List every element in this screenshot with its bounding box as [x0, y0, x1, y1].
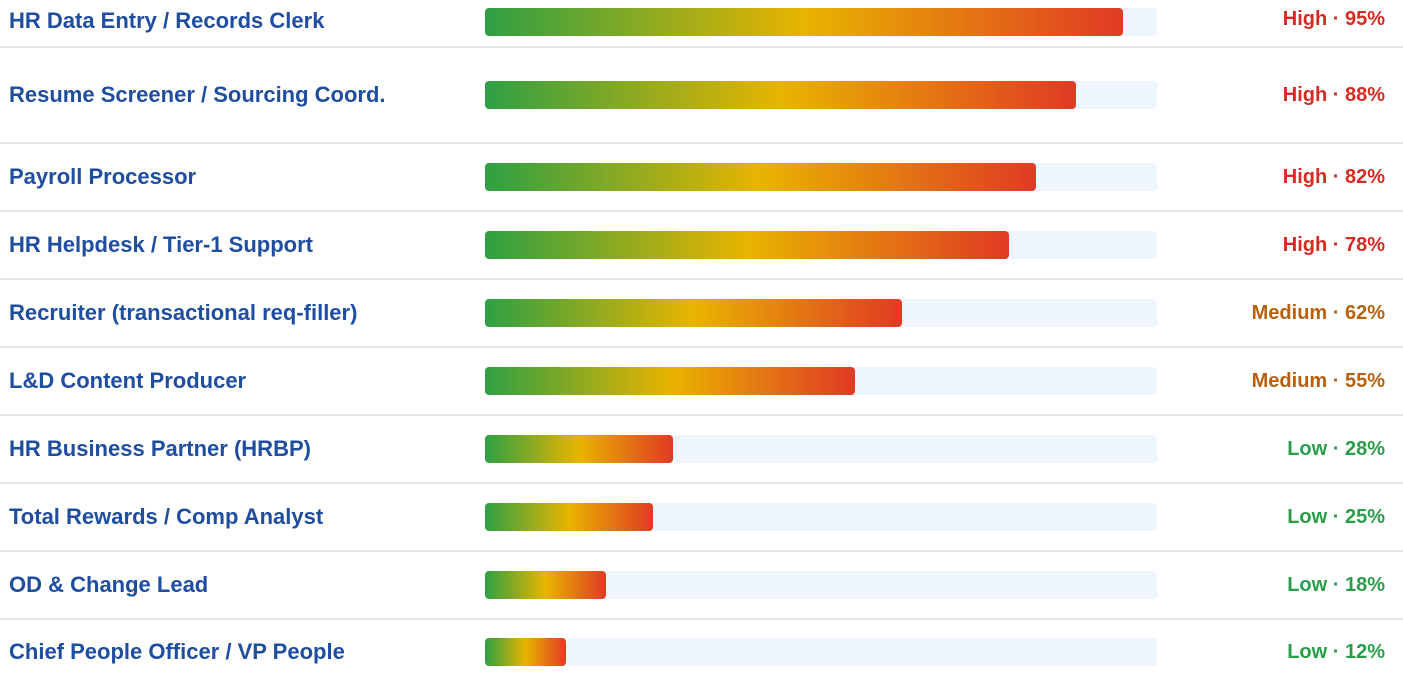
- bar-track: [485, 367, 1157, 395]
- bar: [485, 81, 1077, 109]
- bar-track: [485, 163, 1157, 191]
- bar: [485, 638, 566, 666]
- bar-track: [485, 81, 1157, 109]
- value-label: Medium · 55%: [1251, 369, 1385, 392]
- row: Recruiter (transactional req-filler) Medi…: [0, 280, 1403, 348]
- row-label: Payroll Processor: [9, 164, 197, 189]
- row-label: Chief People Officer / VP People: [9, 639, 345, 664]
- bar-track: [485, 8, 1157, 36]
- value-label: High · 82%: [1282, 165, 1385, 188]
- bar-track: [485, 503, 1157, 531]
- row: HR Helpdesk / Tier-1 Support High · 78%: [0, 212, 1403, 280]
- value-label: Low · 28%: [1287, 437, 1385, 460]
- row: Chief People Officer / VP People Low · 12…: [0, 620, 1403, 684]
- row-label: HR Data Entry / Records Clerk: [9, 8, 325, 33]
- row: OD & Change Lead Low · 18%: [0, 552, 1403, 620]
- value-label: High · 78%: [1282, 233, 1385, 256]
- bar-track: [485, 435, 1157, 463]
- value-label: High · 88%: [1282, 83, 1385, 106]
- bar-track: [485, 299, 1157, 327]
- row: Resume Screener / Sourcing Coord. High · …: [0, 48, 1403, 144]
- row-label: Resume Screener / Sourcing Coord.: [9, 82, 386, 107]
- row: HR Data Entry / Records Clerk High · 95%: [0, 0, 1403, 48]
- bar: [485, 571, 606, 599]
- row-label: OD & Change Lead: [9, 572, 209, 597]
- value-label: Low · 12%: [1287, 640, 1385, 663]
- row-label: Recruiter (transactional req-filler): [9, 300, 358, 325]
- row-label: HR Helpdesk / Tier-1 Support: [9, 232, 313, 257]
- row-label: Total Rewards / Comp Analyst: [9, 504, 324, 529]
- value-label: High · 95%: [1282, 8, 1385, 30]
- bar: [485, 163, 1037, 191]
- bar-track: [485, 571, 1157, 599]
- row: HR Business Partner (HRBP) Low · 28%: [0, 416, 1403, 484]
- row: Total Rewards / Comp Analyst Low · 25%: [0, 484, 1403, 552]
- bar: [485, 367, 855, 395]
- bar-track: [485, 231, 1157, 259]
- row-label: HR Business Partner (HRBP): [9, 436, 311, 461]
- bar: [485, 8, 1124, 36]
- bar: [485, 231, 1010, 259]
- row: L&D Content Producer Medium · 55%: [0, 348, 1403, 416]
- row: Payroll Processor High · 82%: [0, 144, 1403, 212]
- bar: [485, 503, 653, 531]
- value-label: Low · 18%: [1287, 573, 1385, 596]
- value-label: Medium · 62%: [1251, 301, 1385, 324]
- value-label: Low · 25%: [1287, 505, 1385, 528]
- row-label: L&D Content Producer: [9, 368, 247, 393]
- bar: [485, 435, 674, 463]
- bar: [485, 299, 902, 327]
- bar-track: [485, 638, 1157, 666]
